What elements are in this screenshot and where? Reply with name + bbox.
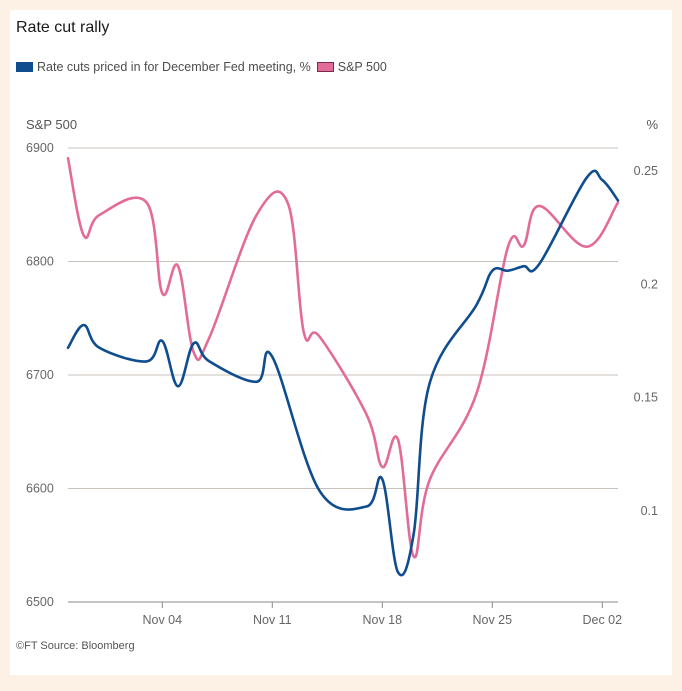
gridlines <box>68 147 618 603</box>
x-tick-label: Nov 11 <box>253 613 292 627</box>
right-tick-label: 0.25 <box>634 164 658 178</box>
left-tick-label: 6900 <box>26 141 54 155</box>
legend-item-rate-cuts: Rate cuts priced in for December Fed mee… <box>16 60 311 74</box>
legend-swatch-rate-cuts <box>16 62 33 72</box>
left-axis-ticks: 6900 6800 6700 6600 6500 <box>26 141 54 609</box>
left-tick-label: 6800 <box>26 255 54 269</box>
chart-title: Rate cut rally <box>16 19 110 36</box>
rate-cuts-line <box>66 169 620 577</box>
chart-card <box>10 10 672 675</box>
right-axis-title: % <box>646 117 658 132</box>
right-tick-label: 0.1 <box>641 504 658 518</box>
chart-legend: Rate cuts priced in for December Fed mee… <box>16 60 393 74</box>
left-axis-title: S&P 500 <box>26 117 77 132</box>
x-axis-ticks: Nov 04 Nov 11 Nov 18 Nov 25 Dec 02 <box>142 602 622 627</box>
left-tick-label: 6700 <box>26 368 54 382</box>
right-axis-ticks: 0.25 0.2 0.15 0.1 <box>634 164 658 518</box>
sp500-line <box>66 156 620 559</box>
x-tick-label: Dec 02 <box>582 613 622 627</box>
right-tick-label: 0.2 <box>641 277 658 291</box>
series-lines <box>66 156 620 577</box>
x-tick-label: Nov 25 <box>472 613 512 627</box>
legend-label-sp500: S&P 500 <box>337 60 387 74</box>
right-tick-label: 0.15 <box>634 391 658 405</box>
legend-swatch-sp500 <box>316 62 334 72</box>
legend-label-rate-cuts: Rate cuts priced in for December Fed mee… <box>37 60 311 74</box>
source-note: ©FT Source: Bloomberg <box>16 640 135 652</box>
left-tick-label: 6600 <box>26 482 54 496</box>
legend-item-sp500: S&P 500 <box>316 60 387 74</box>
left-tick-label: 6500 <box>26 595 54 609</box>
x-tick-label: Nov 18 <box>362 613 402 627</box>
x-tick-label: Nov 04 <box>142 613 182 627</box>
